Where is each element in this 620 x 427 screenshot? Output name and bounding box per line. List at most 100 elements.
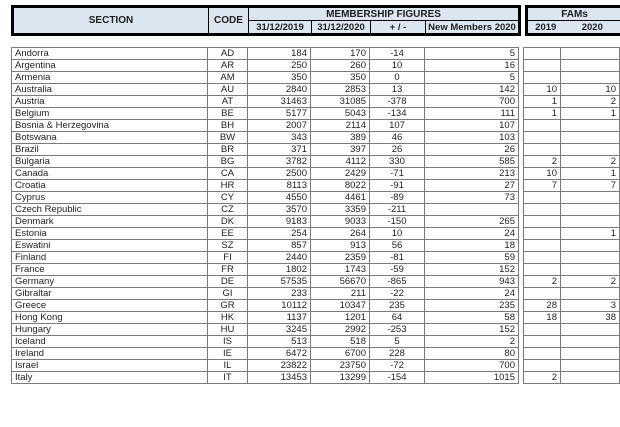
- cell-code: HU: [207, 323, 248, 336]
- cell-members-2019: 350: [247, 71, 311, 84]
- cell-members-2019: 13453: [247, 371, 311, 384]
- cell-code: GI: [207, 287, 248, 300]
- cell-change: 10: [369, 227, 425, 240]
- cell-change: -865: [369, 275, 425, 288]
- cell-fams-2019: 10: [523, 83, 561, 96]
- cell-fams-2020: [560, 203, 620, 216]
- cell-fams-2020: [560, 251, 620, 264]
- cell-new-members: 26: [424, 143, 519, 156]
- cell-members-2019: 3782: [247, 155, 311, 168]
- cell-fams-2020: [560, 323, 620, 336]
- header-fams-2020: 2020: [563, 20, 620, 35]
- fams-row: [523, 335, 620, 348]
- cell-fams-2020: [560, 71, 620, 84]
- cell-code: CA: [207, 167, 248, 180]
- cell-fams-2020: [560, 47, 620, 60]
- fams-table-body: 10 10 1 2 1 1 2 2 10 1 7 7 1 2 2 28 3 18 38 2: [523, 47, 620, 384]
- cell-change: -211: [369, 203, 425, 216]
- cell-new-members: 213: [424, 167, 519, 180]
- cell-change: 228: [369, 347, 425, 360]
- cell-members-2020: 2359: [310, 251, 370, 264]
- cell-members-2020: 1201: [310, 311, 370, 324]
- cell-fams-2019: 2: [523, 371, 561, 384]
- cell-change: 56: [369, 239, 425, 252]
- cell-section: Estonia: [11, 227, 208, 240]
- cell-fams-2019: 28: [523, 299, 561, 312]
- fams-row: [523, 59, 620, 72]
- cell-new-members: 111: [424, 107, 519, 120]
- cell-change: -14: [369, 47, 425, 60]
- table-row: Cyprus CY 4550 4461 -89 73: [11, 191, 519, 204]
- cell-section: Hungary: [11, 323, 208, 336]
- table-row: Canada CA 2500 2429 -71 213: [11, 167, 519, 180]
- cell-new-members: 700: [424, 359, 519, 372]
- cell-fams-2020: [560, 347, 620, 360]
- fams-row: [523, 71, 620, 84]
- cell-members-2019: 4550: [247, 191, 311, 204]
- header-membership-figures: MEMBERSHIP FIGURES: [247, 6, 521, 21]
- cell-section: Denmark: [11, 215, 208, 228]
- cell-members-2020: 4112: [310, 155, 370, 168]
- cell-change: -72: [369, 359, 425, 372]
- fams-row: [523, 323, 620, 336]
- cell-fams-2019: [523, 359, 561, 372]
- cell-fams-2020: [560, 215, 620, 228]
- cell-section: Brazil: [11, 143, 208, 156]
- cell-fams-2019: 7: [523, 179, 561, 192]
- cell-section: Italy: [11, 371, 208, 384]
- cell-fams-2019: [523, 287, 561, 300]
- cell-fams-2019: 2: [523, 155, 561, 168]
- cell-members-2020: 389: [310, 131, 370, 144]
- cell-change: 13: [369, 83, 425, 96]
- fams-data-table: 10 10 1 2 1 1 2 2 10 1 7 7 1 2 2 28 3 18 38 2: [523, 47, 620, 384]
- cell-change: -378: [369, 95, 425, 108]
- cell-fams-2019: [523, 131, 561, 144]
- cell-members-2019: 2500: [247, 167, 311, 180]
- cell-fams-2020: [560, 263, 620, 276]
- cell-new-members: 58: [424, 311, 519, 324]
- cell-section: Hong Kong: [11, 311, 208, 324]
- cell-section: Australia: [11, 83, 208, 96]
- cell-members-2019: 3570: [247, 203, 311, 216]
- cell-fams-2019: [523, 47, 561, 60]
- cell-new-members: 24: [424, 287, 519, 300]
- cell-fams-2019: [523, 335, 561, 348]
- cell-fams-2020: 1: [560, 227, 620, 240]
- table-row: Armenia AM 350 350 0 5: [11, 71, 519, 84]
- cell-change: -253: [369, 323, 425, 336]
- cell-new-members: 80: [424, 347, 519, 360]
- cell-new-members: 1015: [424, 371, 519, 384]
- cell-section: Bosnia & Herzegovina: [11, 119, 208, 132]
- cell-change: 64: [369, 311, 425, 324]
- cell-members-2019: 343: [247, 131, 311, 144]
- cell-members-2019: 9183: [247, 215, 311, 228]
- cell-fams-2020: 10: [560, 83, 620, 96]
- cell-code: IS: [207, 335, 248, 348]
- cell-members-2020: 6700: [310, 347, 370, 360]
- fams-row: [523, 347, 620, 360]
- cell-section: Cyprus: [11, 191, 208, 204]
- cell-fams-2020: [560, 239, 620, 252]
- cell-section: Israel: [11, 359, 208, 372]
- cell-change: 0: [369, 71, 425, 84]
- cell-new-members: 5: [424, 47, 519, 60]
- cell-section: France: [11, 263, 208, 276]
- table-row: Italy IT 13453 13299 -154 1015: [11, 371, 519, 384]
- cell-members-2020: 4461: [310, 191, 370, 204]
- cell-new-members: 152: [424, 323, 519, 336]
- table-row: Eswatini SZ 857 913 56 18: [11, 239, 519, 252]
- cell-members-2020: 8022: [310, 179, 370, 192]
- cell-code: BG: [207, 155, 248, 168]
- cell-section: Germany: [11, 275, 208, 288]
- table-row: Israel IL 23822 23750 -72 700: [11, 359, 519, 372]
- cell-code: FR: [207, 263, 248, 276]
- table-row: Germany DE 57535 56670 -865 943: [11, 275, 519, 288]
- cell-section: Gibraltar: [11, 287, 208, 300]
- table-row: Croatia HR 8113 8022 -91 27: [11, 179, 519, 192]
- fams-row: [523, 251, 620, 264]
- cell-fams-2019: [523, 71, 561, 84]
- cell-fams-2019: 18: [523, 311, 561, 324]
- cell-new-members: 943: [424, 275, 519, 288]
